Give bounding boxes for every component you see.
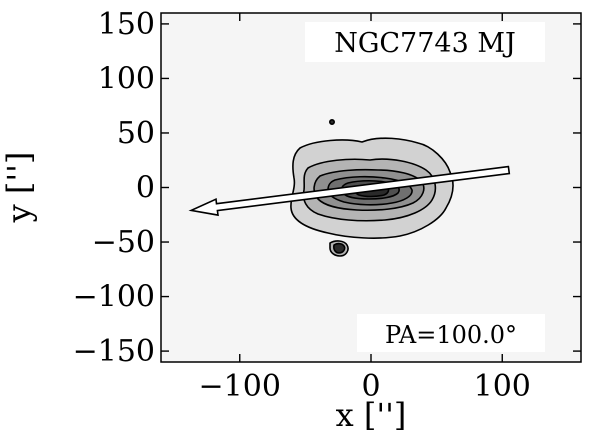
chart-title: NGC7743 MJ [334, 28, 516, 59]
x-tick-label: 0 [361, 369, 380, 404]
x-tick-labels: −100 0 100 [199, 369, 531, 404]
y-tick-label: 50 [117, 116, 155, 151]
contour-dot [328, 119, 335, 126]
y-tick-label: −50 [92, 225, 155, 260]
y-tick-label: 100 [98, 61, 155, 96]
y-axis-label: y [''] [0, 152, 38, 224]
y-tick-labels: −150 −100 −50 0 50 100 150 [73, 7, 155, 369]
pa-annotation: PA=100.0° [385, 321, 517, 349]
y-tick-label: −100 [73, 280, 155, 315]
title-box [305, 22, 545, 62]
y-tick-label: 0 [136, 171, 155, 206]
pa-box [357, 314, 545, 352]
x-tick-label: 100 [474, 369, 531, 404]
position-angle-arrow [188, 165, 511, 217]
contour-knot-inner [333, 242, 346, 254]
x-tick-label: −100 [199, 369, 281, 404]
x-axis-label: x [''] [336, 396, 407, 433]
y-tick-label: −150 [73, 334, 155, 369]
arrow-shape [188, 165, 511, 217]
axis-ticks [161, 13, 581, 362]
y-tick-label: 150 [98, 7, 155, 42]
